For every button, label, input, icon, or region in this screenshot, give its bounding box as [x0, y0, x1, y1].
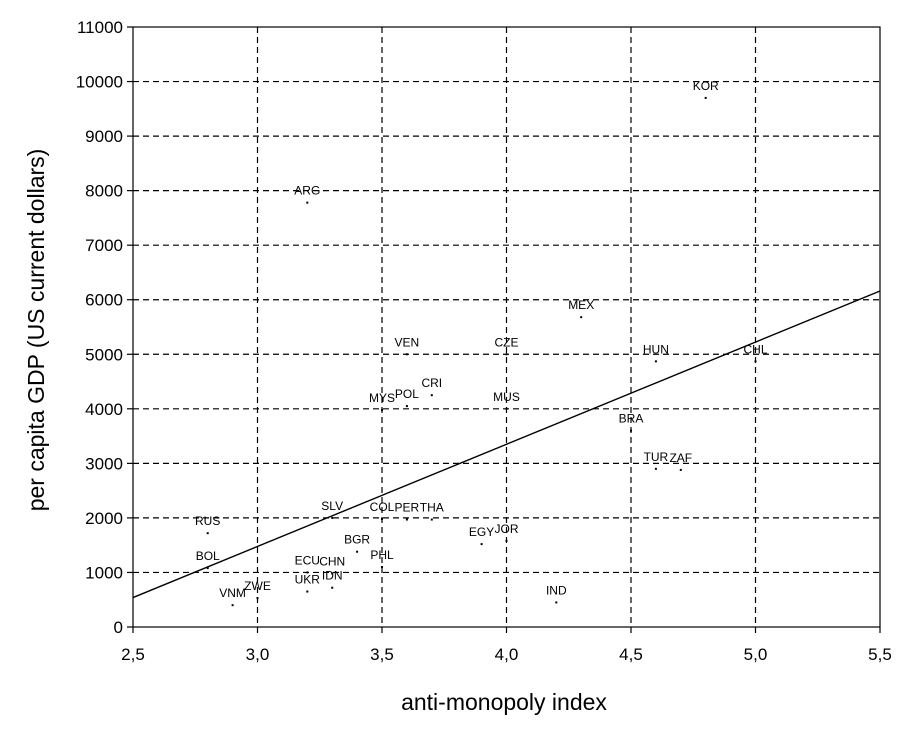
x-tick-label: 5,0 — [744, 645, 768, 664]
point-label: VNM — [219, 586, 246, 600]
y-tick-label: 6000 — [85, 291, 123, 310]
data-point — [555, 601, 558, 604]
data-point — [405, 353, 408, 356]
point-label: JOR — [495, 522, 519, 536]
y-tick-label: 11000 — [77, 18, 123, 37]
point-label: RUS — [195, 514, 220, 528]
x-tick-label: 4,0 — [495, 645, 519, 664]
data-point — [630, 429, 632, 432]
point-label: BOL — [196, 549, 220, 563]
data-point — [654, 467, 657, 470]
data-point — [331, 572, 334, 575]
data-point — [580, 316, 583, 319]
data-point — [754, 360, 757, 363]
data-point — [206, 567, 209, 570]
data-point — [381, 566, 383, 568]
data-point — [306, 590, 309, 593]
x-axis-title: anti-monopoly index — [401, 689, 607, 715]
data-point — [679, 468, 682, 471]
point-label: ZWE — [244, 579, 271, 593]
point-label: IND — [546, 583, 567, 597]
point-label: CHN — [319, 555, 345, 569]
point-label: MYS — [369, 391, 395, 405]
data-point — [206, 532, 209, 535]
data-point — [505, 539, 508, 542]
point-label: POL — [395, 387, 419, 401]
point-label: ARG — [294, 184, 320, 198]
data-point — [704, 96, 707, 99]
data-point — [331, 516, 334, 519]
data-point — [331, 586, 334, 589]
y-tick-label: 1000 — [85, 563, 123, 582]
data-point — [306, 201, 309, 204]
data-point — [654, 360, 657, 363]
data-point — [430, 518, 433, 521]
y-tick-label: 9000 — [85, 127, 123, 146]
point-label: VEN — [395, 335, 420, 349]
data-point — [405, 405, 408, 408]
point-label: MEX — [568, 298, 594, 312]
data-point — [430, 394, 433, 397]
point-label: MUS — [493, 390, 520, 404]
x-tick-label: 3,5 — [370, 645, 394, 664]
axes — [127, 26, 881, 633]
point-label: PER — [395, 501, 420, 515]
point-label: SLV — [321, 499, 343, 513]
point-label: HUN — [643, 342, 669, 356]
y-tick-label: 10000 — [76, 73, 123, 92]
data-point — [256, 597, 259, 600]
x-tick-label: 4,5 — [619, 645, 643, 664]
point-label: CZE — [495, 335, 519, 349]
data-point — [480, 543, 483, 546]
point-label: CRI — [421, 376, 442, 390]
point-label: ZAF — [669, 451, 692, 465]
data-point — [306, 571, 309, 574]
point-label: KOR — [693, 79, 719, 93]
point-label: ECU — [295, 553, 320, 567]
data-point — [231, 604, 234, 607]
grid-lines — [133, 27, 880, 627]
x-tick-label: 3,0 — [246, 645, 270, 664]
x-tick-label: 5,5 — [868, 645, 892, 664]
point-label: EGY — [469, 525, 494, 539]
data-point — [381, 408, 383, 411]
point-label: TUR — [644, 450, 669, 464]
trendline — [132, 290, 881, 599]
point-label: IDN — [322, 569, 343, 583]
data-point — [381, 518, 383, 520]
point-label: BRA — [619, 412, 644, 426]
point-label: COL — [370, 500, 395, 514]
tick-labels: 0 1000 2000 3000 4000 5000 6000 7000 8000 9000 100… — [76, 18, 892, 664]
data-point — [505, 353, 508, 356]
y-tick-label: 2000 — [85, 509, 123, 528]
trendline-group — [132, 290, 881, 599]
y-tick-label: 0 — [114, 618, 123, 637]
point-label: UKR — [295, 573, 321, 587]
point-label: BGR — [344, 533, 370, 547]
y-tick-label: 7000 — [85, 236, 123, 255]
y-tick-label: 8000 — [85, 182, 123, 201]
y-axis-title: per capita GDP (US current dollars) — [23, 149, 49, 512]
y-tick-label: 5000 — [85, 345, 123, 364]
data-point — [505, 407, 508, 410]
data-point — [356, 550, 359, 553]
y-tick-label: 3000 — [85, 454, 123, 473]
x-tick-label: 2,5 — [121, 645, 145, 664]
y-tick-label: 4000 — [85, 400, 123, 419]
data-point — [405, 518, 408, 521]
point-label: CHL — [743, 342, 767, 356]
point-label: THA — [420, 501, 444, 515]
point-label: PHL — [370, 548, 394, 562]
